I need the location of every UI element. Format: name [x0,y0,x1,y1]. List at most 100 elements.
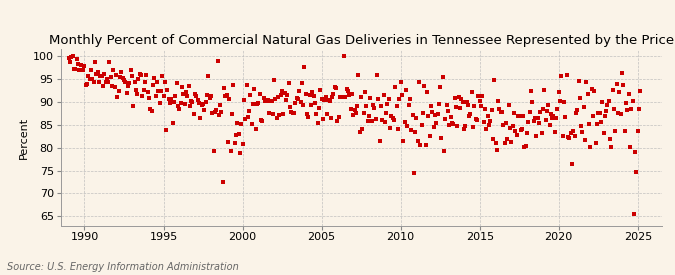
Point [497,110,508,114]
Point [472,118,483,122]
Point [167,120,178,125]
Point [304,93,315,98]
Point [569,134,580,138]
Point [362,119,373,124]
Point [183,84,194,89]
Point [457,100,468,104]
Point [285,105,296,109]
Point [99,72,109,76]
Point [511,133,522,138]
Point [346,92,357,96]
Point [437,75,448,79]
Point [468,124,479,129]
Point [288,110,299,115]
Point [171,81,182,85]
Point [286,109,297,114]
Point [133,77,144,81]
Point [357,126,368,131]
Point [236,122,246,126]
Point [134,72,145,76]
Point [195,116,206,120]
Point [111,73,122,77]
Point [184,103,195,108]
Point [63,56,74,60]
Point [364,114,375,119]
Point [385,125,396,130]
Point [396,80,406,84]
Point [237,142,248,147]
Point [178,92,189,96]
Point [515,127,526,132]
Point [475,98,485,103]
Point [606,145,617,150]
Point [365,96,376,100]
Point [261,99,271,103]
Point [336,95,347,100]
Point [487,137,498,142]
Point [369,106,380,110]
Point [277,89,288,93]
Point [97,74,107,78]
Point [288,111,298,116]
Point [577,130,588,134]
Point [352,103,362,108]
Point [564,135,574,140]
Point [313,121,323,125]
Point [350,111,361,116]
Point [271,116,282,120]
Point [324,99,335,103]
Point [190,92,200,96]
Point [544,123,555,128]
Point [340,94,351,99]
Point [192,98,203,102]
Point [423,113,434,118]
Point [479,106,490,111]
Point [441,103,452,107]
Y-axis label: Percent: Percent [19,116,28,159]
Point [76,68,87,73]
Point [482,114,493,118]
Point [609,107,620,111]
Point [174,107,185,111]
Point [470,117,481,122]
Point [291,95,302,100]
Point [500,141,510,145]
Point [148,82,159,87]
Point [603,99,614,103]
Point [275,93,286,98]
Point [576,124,587,128]
Point [595,120,606,124]
Point [469,104,480,108]
Point [234,151,245,155]
Point [397,92,408,97]
Point [248,101,259,106]
Point [158,94,169,98]
Point [162,88,173,93]
Point [416,123,427,127]
Point [368,103,379,108]
Point [407,112,418,117]
Text: Source: U.S. Energy Information Administration: Source: U.S. Energy Information Administ… [7,262,238,272]
Point [443,108,454,113]
Point [498,123,509,127]
Point [296,81,307,86]
Point [588,113,599,118]
Point [220,94,231,98]
Point [124,81,134,86]
Point [238,98,249,102]
Point [88,80,99,84]
Point [392,103,402,108]
Point [263,111,274,115]
Point [232,121,243,125]
Point [213,113,224,117]
Point [231,133,242,138]
Point [335,95,346,100]
Point [120,80,131,84]
Point [292,96,303,101]
Point [90,60,101,65]
Point [136,73,146,78]
Point [212,58,223,63]
Point [278,112,289,116]
Point [208,148,219,153]
Point [331,86,342,90]
